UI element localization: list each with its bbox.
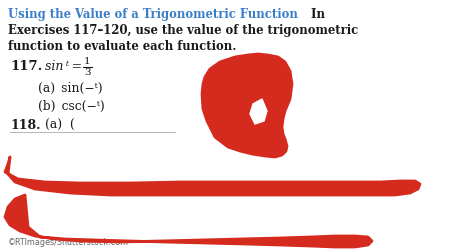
Polygon shape: [202, 55, 292, 157]
Text: (b) csc(−ᵗ): (b) csc(−ᵗ): [38, 100, 105, 112]
Text: ᵗ =: ᵗ =: [66, 60, 82, 73]
Text: Using the Value of a Trigonometric Function: Using the Value of a Trigonometric Funct…: [8, 8, 298, 21]
Text: sin: sin: [45, 60, 66, 73]
Text: (a) sin(−ᵗ): (a) sin(−ᵗ): [38, 82, 103, 94]
Text: (a)  (: (a) (: [45, 118, 75, 132]
Text: Exercises 117–120, use the value of the trigonometric: Exercises 117–120, use the value of the …: [8, 24, 358, 37]
Polygon shape: [5, 195, 372, 247]
Text: In: In: [303, 8, 325, 21]
Text: ©RTImages/Shutterstock.com: ©RTImages/Shutterstock.com: [8, 237, 129, 246]
Polygon shape: [5, 157, 420, 195]
Text: 3: 3: [84, 68, 91, 77]
Text: function to evaluate each function.: function to evaluate each function.: [8, 40, 237, 53]
Text: 1: 1: [84, 57, 91, 66]
Text: 117.: 117.: [10, 60, 42, 73]
Text: 118.: 118.: [10, 118, 40, 132]
Polygon shape: [250, 100, 267, 124]
